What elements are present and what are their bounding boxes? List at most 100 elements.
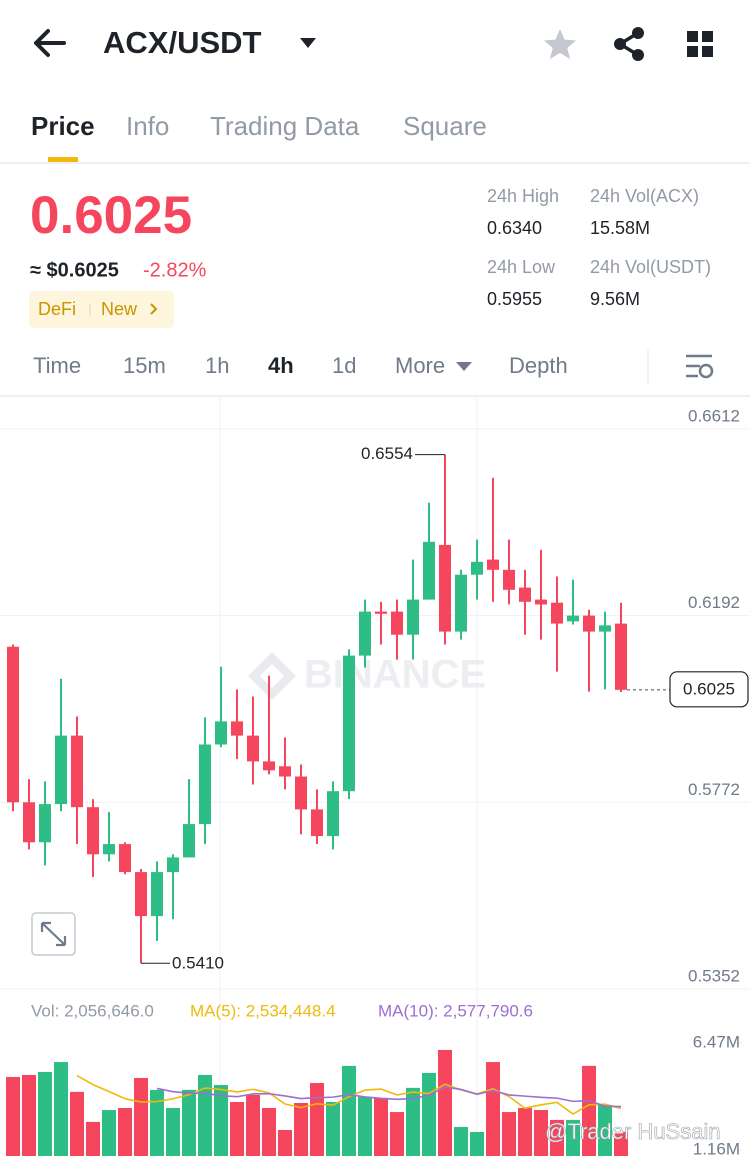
candle-body	[183, 824, 195, 858]
volume-bar	[166, 1108, 180, 1156]
candle-body	[599, 625, 611, 632]
volume-bar	[102, 1110, 116, 1156]
y-tick-label: 1.16M	[693, 1139, 740, 1156]
pair-title[interactable]: ACX/USDT	[103, 25, 262, 60]
candle-body	[311, 809, 323, 837]
favorite-icon[interactable]	[544, 29, 576, 59]
volume-bar	[230, 1101, 244, 1156]
stat-value: 9.56M	[590, 289, 640, 309]
candle-body	[23, 802, 35, 843]
last-price-label: 0.6025	[683, 679, 735, 698]
candle-body	[231, 721, 243, 736]
layout-icon[interactable]	[687, 31, 713, 57]
candle-body	[151, 872, 163, 917]
volume-bar	[262, 1108, 276, 1156]
candle-body	[247, 735, 259, 762]
y-tick-label: 6.47M	[693, 1032, 740, 1051]
candle-body	[263, 761, 275, 771]
candle-body	[119, 844, 131, 873]
tag: New	[101, 299, 138, 319]
volume-bar	[278, 1129, 292, 1156]
volume-bar	[134, 1077, 148, 1156]
volume-bar	[470, 1132, 484, 1156]
fiat-price: ≈ $0.6025	[30, 259, 119, 281]
volume-bar	[374, 1097, 388, 1156]
volume-bar	[614, 1131, 628, 1156]
interval-option[interactable]: Time	[33, 353, 81, 378]
tab[interactable]: Info	[126, 111, 169, 141]
candle-body	[199, 744, 211, 825]
volume-bar	[454, 1126, 468, 1156]
tab[interactable]: Trading Data	[210, 111, 360, 141]
volume-bar	[70, 1091, 84, 1156]
share-icon[interactable]	[614, 27, 644, 61]
volume-bar	[310, 1083, 324, 1156]
candle-body	[295, 776, 307, 810]
credit-watermark: @Trader HuSsain	[545, 1119, 721, 1144]
candle-body	[167, 857, 179, 873]
candle-body	[439, 544, 451, 632]
volume-label: Vol: 2,056,646.0	[31, 1001, 154, 1020]
candle-body	[215, 721, 227, 745]
volume-bar	[534, 1110, 548, 1156]
stat-value: 15.58M	[590, 218, 650, 238]
candle-body	[71, 735, 83, 808]
volume-bar	[326, 1101, 340, 1156]
more-dropdown[interactable]	[456, 362, 472, 371]
interval-option[interactable]: Depth	[509, 353, 568, 378]
candle-body	[327, 791, 339, 837]
back-button[interactable]	[34, 29, 66, 57]
candle-body	[39, 804, 51, 843]
candle-body	[343, 655, 355, 792]
watermark-text: BINANCE	[304, 653, 486, 697]
volume-bar	[150, 1089, 164, 1156]
watermark: BINANCE	[248, 652, 486, 700]
candle-body	[471, 561, 483, 575]
candle-body	[535, 599, 547, 605]
tab[interactable]: Square	[403, 111, 487, 141]
candle-body	[455, 574, 467, 632]
volume-bar	[438, 1049, 452, 1156]
candle-body	[407, 599, 419, 635]
volume-bar	[550, 1119, 564, 1156]
pair-dropdown[interactable]	[300, 38, 316, 48]
candle-body	[519, 587, 531, 602]
candle-body	[7, 646, 19, 803]
volume-bar	[502, 1112, 516, 1156]
chart-settings-icon[interactable]	[686, 354, 714, 379]
candle-body	[87, 807, 99, 855]
legend-entry: MA(5): 2,534,448.4	[190, 1001, 336, 1020]
candle-body	[615, 623, 627, 690]
interval-option[interactable]: 1h	[205, 353, 229, 378]
volume-bar	[422, 1072, 436, 1156]
volume-bar	[6, 1076, 20, 1156]
expand-button[interactable]	[31, 912, 76, 956]
candle-body	[375, 611, 387, 614]
volume-bar	[22, 1074, 36, 1156]
candle-body	[391, 611, 403, 635]
candle-body	[583, 615, 595, 632]
stat-label: 24h Low	[487, 257, 556, 277]
candle-body	[279, 766, 291, 777]
candle-body	[103, 844, 115, 855]
tab[interactable]: Price	[31, 111, 95, 141]
high-annotation: 0.6554	[361, 444, 413, 463]
candle-body	[551, 602, 563, 624]
interval-option[interactable]: More	[395, 353, 445, 378]
tag-box[interactable]	[29, 291, 174, 328]
moving-average-line	[76, 1074, 622, 1116]
volume-bar	[390, 1112, 404, 1156]
interval-option[interactable]: 1d	[332, 353, 356, 378]
tag: DeFi	[38, 299, 76, 319]
stat-label: 24h Vol(ACX)	[590, 186, 699, 206]
tag-chevron	[150, 303, 158, 315]
last-price-box	[669, 671, 749, 708]
interval-option[interactable]: 15m	[123, 353, 166, 378]
stat-value: 0.5955	[487, 289, 542, 309]
volume-bar	[598, 1104, 612, 1156]
candle-body	[567, 615, 579, 622]
volume-bar	[294, 1102, 308, 1156]
last-price: 0.6025	[30, 186, 192, 245]
interval-option[interactable]: 4h	[268, 353, 294, 378]
